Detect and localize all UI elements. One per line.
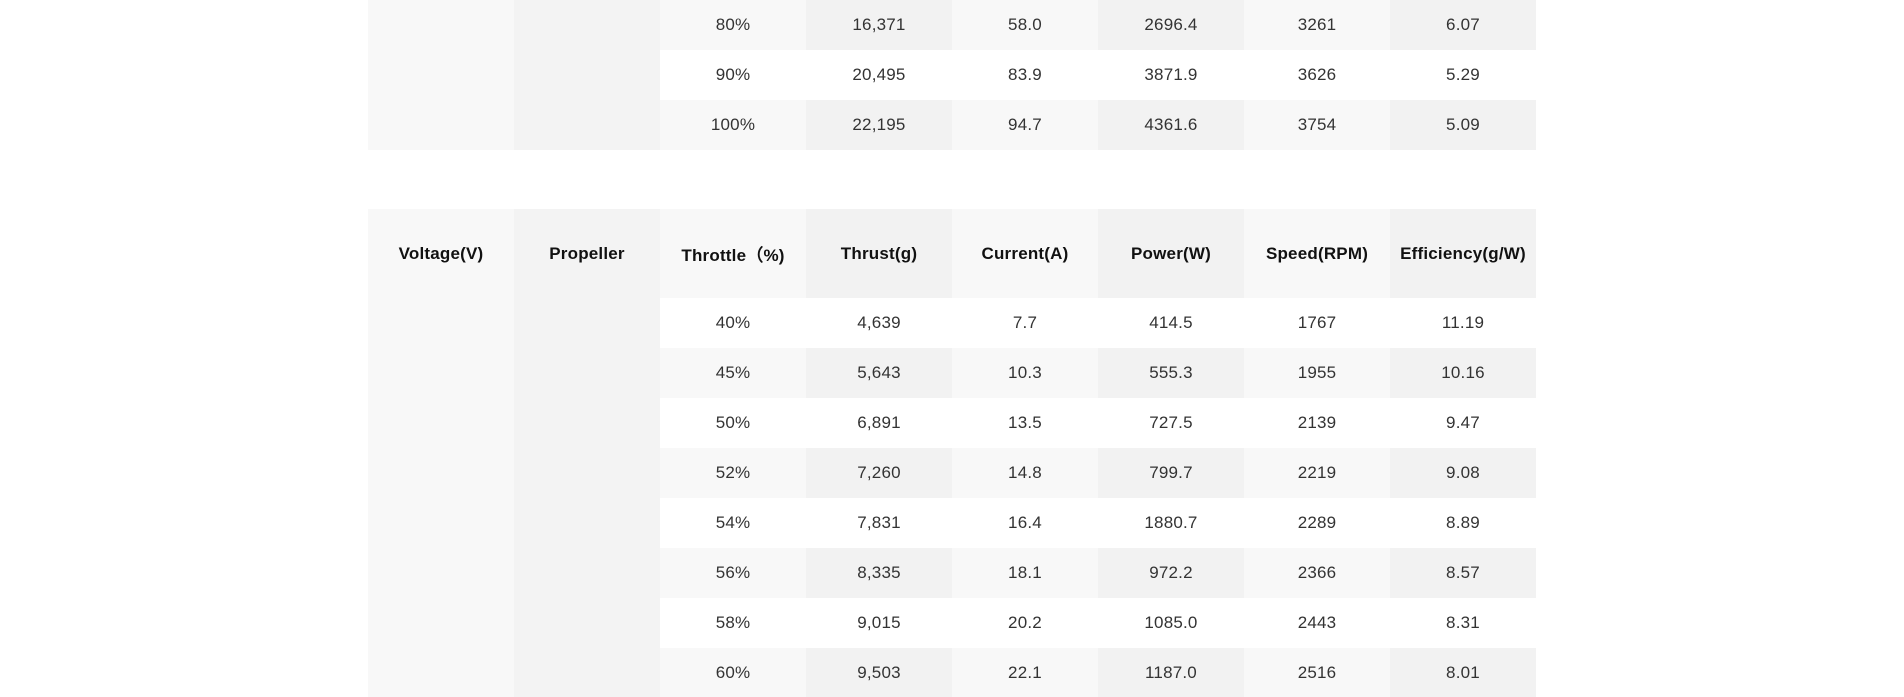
throttle-cell: 90% <box>660 50 806 100</box>
efficiency-cell: 9.08 <box>1390 448 1536 498</box>
thrust-cell: 9,503 <box>806 648 952 697</box>
throttle-cell: 40% <box>660 298 806 348</box>
header-efficiency: Efficiency(g/W) <box>1390 209 1536 298</box>
power-cell: 799.7 <box>1098 448 1244 498</box>
current-cell: 58.0 <box>952 0 1098 50</box>
voltage-merged-cell <box>368 298 514 697</box>
thrust-cell: 22,195 <box>806 100 952 150</box>
speed-cell: 1955 <box>1244 348 1390 398</box>
current-cell: 20.2 <box>952 598 1098 648</box>
header-propeller: Propeller <box>514 209 660 298</box>
efficiency-cell: 9.47 <box>1390 398 1536 448</box>
efficiency-cell: 8.01 <box>1390 648 1536 697</box>
efficiency-cell: 6.07 <box>1390 0 1536 50</box>
speed-cell: 1767 <box>1244 298 1390 348</box>
current-cell: 7.7 <box>952 298 1098 348</box>
thrust-cell: 16,371 <box>806 0 952 50</box>
throttle-cell: 50% <box>660 398 806 448</box>
efficiency-cell: 5.09 <box>1390 100 1536 150</box>
efficiency-cell: 8.57 <box>1390 548 1536 598</box>
efficiency-cell: 10.16 <box>1390 348 1536 398</box>
speed-cell: 2289 <box>1244 498 1390 548</box>
header-throttle: Throttle（%) <box>660 209 806 298</box>
current-cell: 10.3 <box>952 348 1098 398</box>
throttle-cell: 58% <box>660 598 806 648</box>
current-cell: 18.1 <box>952 548 1098 598</box>
power-cell: 4361.6 <box>1098 100 1244 150</box>
header-power: Power(W) <box>1098 209 1244 298</box>
header-current: Current(A) <box>952 209 1098 298</box>
speed-cell: 2443 <box>1244 598 1390 648</box>
thrust-cell: 4,639 <box>806 298 952 348</box>
throttle-cell: 45% <box>660 348 806 398</box>
power-cell: 414.5 <box>1098 298 1244 348</box>
speed-cell: 3754 <box>1244 100 1390 150</box>
current-cell: 16.4 <box>952 498 1098 548</box>
thrust-cell: 20,495 <box>806 50 952 100</box>
throttle-cell: 80% <box>660 0 806 50</box>
header-voltage: Voltage(V) <box>368 209 514 298</box>
current-cell: 13.5 <box>952 398 1098 448</box>
speed-cell: 3261 <box>1244 0 1390 50</box>
header-thrust: Thrust(g) <box>806 209 952 298</box>
throttle-cell: 100% <box>660 100 806 150</box>
throttle-cell: 60% <box>660 648 806 697</box>
speed-cell: 2219 <box>1244 448 1390 498</box>
speed-cell: 3626 <box>1244 50 1390 100</box>
propeller-merged-cell <box>514 298 660 697</box>
thrust-cell: 7,831 <box>806 498 952 548</box>
power-cell: 727.5 <box>1098 398 1244 448</box>
speed-cell: 2139 <box>1244 398 1390 448</box>
speed-cell: 2366 <box>1244 548 1390 598</box>
thrust-cell: 7,260 <box>806 448 952 498</box>
current-cell: 83.9 <box>952 50 1098 100</box>
power-cell: 2696.4 <box>1098 0 1244 50</box>
voltage-merged-cell <box>368 0 514 150</box>
efficiency-cell: 5.29 <box>1390 50 1536 100</box>
thrust-cell: 8,335 <box>806 548 952 598</box>
propeller-merged-cell <box>514 0 660 150</box>
efficiency-cell: 8.31 <box>1390 598 1536 648</box>
current-cell: 14.8 <box>952 448 1098 498</box>
previous-data-table: 80% 16,371 58.0 2696.4 3261 6.07 90% 20,… <box>368 0 1536 150</box>
power-cell: 1880.7 <box>1098 498 1244 548</box>
current-cell: 22.1 <box>952 648 1098 697</box>
power-cell: 555.3 <box>1098 348 1244 398</box>
thrust-cell: 9,015 <box>806 598 952 648</box>
throttle-cell: 52% <box>660 448 806 498</box>
header-speed: Speed(RPM) <box>1244 209 1390 298</box>
power-cell: 3871.9 <box>1098 50 1244 100</box>
thrust-cell: 6,891 <box>806 398 952 448</box>
thrust-cell: 5,643 <box>806 348 952 398</box>
efficiency-cell: 11.19 <box>1390 298 1536 348</box>
speed-cell: 2516 <box>1244 648 1390 697</box>
power-cell: 972.2 <box>1098 548 1244 598</box>
current-cell: 94.7 <box>952 100 1098 150</box>
throttle-cell: 54% <box>660 498 806 548</box>
efficiency-cell: 8.89 <box>1390 498 1536 548</box>
throttle-cell: 56% <box>660 548 806 598</box>
power-cell: 1187.0 <box>1098 648 1244 697</box>
motor-test-data-table: Voltage(V) Propeller Throttle（%) Thrust(… <box>368 209 1536 697</box>
power-cell: 1085.0 <box>1098 598 1244 648</box>
